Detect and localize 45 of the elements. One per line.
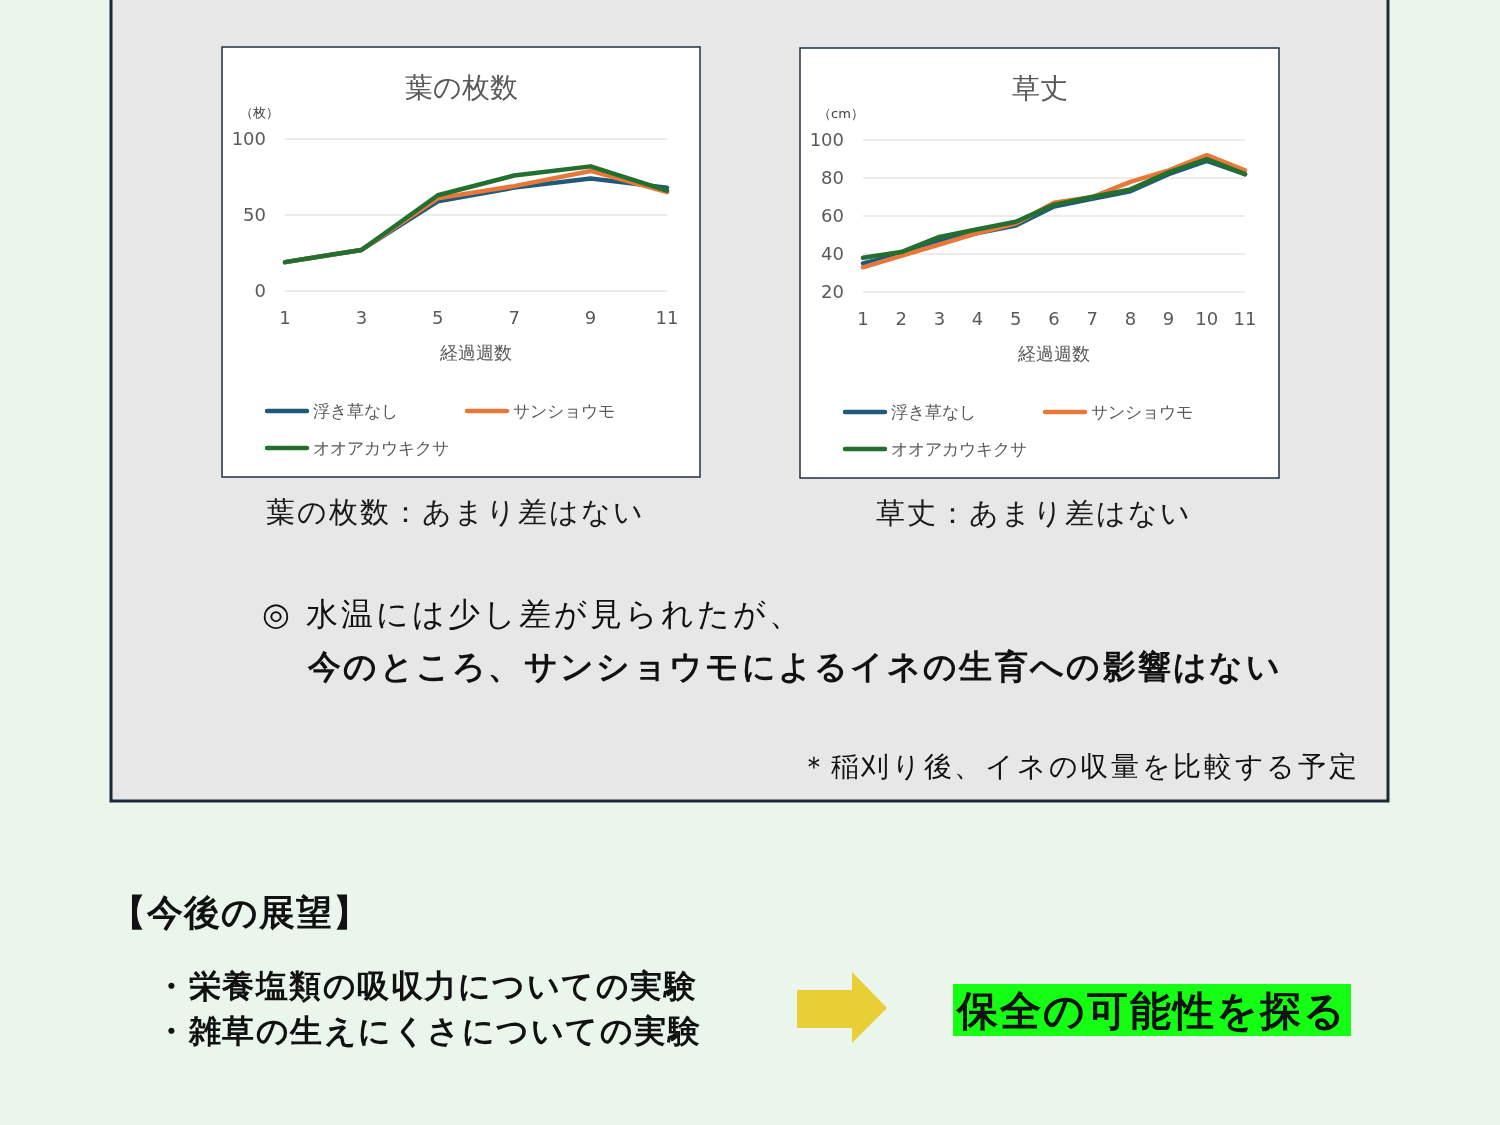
x-tick-label: 11 [1233, 308, 1257, 329]
legend-label: サンショウモ [1091, 401, 1193, 422]
x-tick-label: 11 [655, 307, 679, 328]
text: 【今後の展望】 [110, 892, 370, 933]
x-tick-label: 8 [1124, 308, 1137, 329]
legend-label: 浮き草なし [313, 400, 398, 421]
y-tick-label: 60 [821, 205, 844, 227]
legend-label: オオアカウキクサ [313, 437, 449, 458]
x-tick-label: 2 [895, 308, 907, 329]
y-tick-label: 40 [821, 243, 844, 265]
x-axis-title: 経過週数 [439, 342, 512, 363]
text: ・雑草の生えにくさについての実験 [155, 1012, 701, 1050]
text: 草丈：あまり差はない [875, 496, 1192, 530]
x-tick-label: 9 [1162, 308, 1175, 329]
x-tick-label: 3 [933, 308, 946, 329]
y-tick-label: 50 [243, 204, 266, 226]
x-tick-label: 6 [1048, 308, 1060, 329]
y-tick-label: 100 [809, 129, 844, 151]
x-tick-label: 10 [1195, 308, 1219, 329]
y-tick-label: 100 [231, 128, 266, 150]
text: 今のところ、サンショウモによるイネの生育への影響はない [307, 647, 1283, 686]
y-axis-title: （cm） [818, 106, 864, 121]
x-tick-label: 3 [355, 307, 368, 328]
legend-label: オオアカウキクサ [891, 438, 1027, 459]
x-tick-label: 1 [857, 308, 869, 329]
x-tick-label: 4 [971, 308, 984, 329]
chart-title: 草丈 [1011, 72, 1068, 105]
x-tick-label: 7 [1086, 308, 1098, 329]
x-tick-label: 5 [432, 307, 444, 328]
x-tick-label: 5 [1010, 308, 1022, 329]
legend-label: サンショウモ [513, 400, 615, 421]
y-tick-label: 0 [254, 280, 266, 302]
x-axis-title: 経過週数 [1017, 343, 1090, 364]
y-tick-label: 20 [821, 281, 844, 303]
text: ◎ 水温には少し差が見られたが、 [262, 595, 805, 633]
legend-label: 浮き草なし [891, 401, 976, 422]
text: ＊稲刈り後、イネの収量を比較する予定 [800, 750, 1360, 783]
y-tick-label: 80 [821, 167, 844, 189]
x-tick-label: 9 [584, 307, 597, 328]
x-tick-label: 1 [279, 307, 291, 328]
x-tick-label: 7 [508, 307, 520, 328]
text: 葉の枚数：あまり差はない [265, 495, 645, 529]
chart-title: 葉の枚数 [404, 71, 518, 104]
text: ・栄養塩類の吸収力についての実験 [155, 967, 697, 1005]
y-axis-title: （枚） [240, 105, 279, 120]
